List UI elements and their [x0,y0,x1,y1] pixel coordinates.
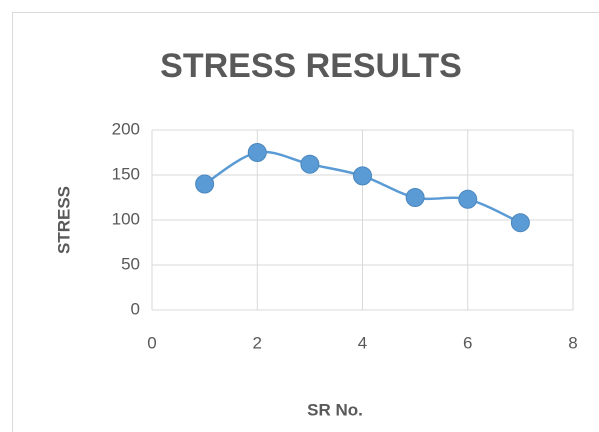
y-axis-label: STRESS [54,186,73,254]
data-point [353,166,372,186]
data-point [458,189,478,209]
chart-frame [12,12,599,432]
x-tick-label: 8 [568,333,577,352]
x-tick-label: 4 [358,333,367,352]
x-tick-label: 2 [253,333,262,352]
y-tick-label: 150 [112,164,140,183]
y-tick-label: 200 [112,119,140,138]
y-tick-label: 50 [121,254,140,273]
x-tick-label: 0 [147,333,156,352]
data-point [405,188,425,207]
data-point [247,143,267,162]
data-point [300,154,320,174]
x-tick-label: 6 [463,333,472,352]
data-point [510,213,530,233]
y-tick-label: 0 [131,299,140,318]
y-tick-label: 100 [112,209,140,228]
data-point [195,174,215,194]
x-axis-label: SR No. [307,400,363,419]
chart-title: STRESS RESULTS [160,47,462,85]
